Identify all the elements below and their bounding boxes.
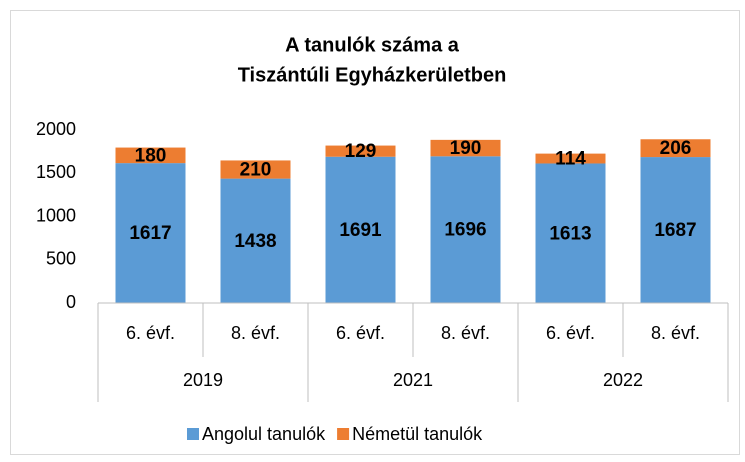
value-label: 210 [240, 160, 272, 181]
bar-segment [115, 147, 186, 164]
bar-segment [325, 145, 396, 157]
bar-segment [220, 160, 291, 179]
x-tick-label: 8. évf. [231, 323, 280, 343]
value-label: 190 [450, 138, 482, 159]
value-label: 1687 [654, 220, 696, 241]
x-tick-label: 8. évf. [651, 323, 700, 343]
group-label: 2022 [603, 370, 643, 390]
y-tick-label: 1000 [36, 205, 76, 225]
legend-swatch [337, 428, 350, 440]
legend-label: Németül tanulók [352, 424, 483, 444]
bar-segment [220, 178, 291, 303]
value-label: 180 [135, 145, 167, 166]
value-label: 1691 [339, 220, 382, 241]
legend-label: Angolul tanulók [202, 424, 326, 444]
value-label: 1438 [234, 231, 276, 252]
bar-segment [640, 139, 711, 158]
bar-segment [115, 163, 186, 303]
y-tick-label: 1500 [36, 162, 76, 182]
bar-segment [430, 139, 501, 157]
bar-segment [430, 156, 501, 303]
legend-swatch [187, 428, 199, 440]
x-tick-label: 6. évf. [126, 323, 175, 343]
value-label: 114 [555, 149, 586, 170]
bar-segment [535, 163, 606, 303]
value-label: 1617 [129, 223, 171, 244]
value-label: 1696 [444, 220, 486, 241]
x-tick-label: 6. évf. [336, 323, 385, 343]
bar-segment [640, 157, 711, 303]
value-label: 129 [345, 141, 377, 162]
x-tick-label: 6. évf. [546, 323, 595, 343]
x-tick-label: 8. évf. [441, 323, 490, 343]
bar-segment [535, 153, 606, 164]
value-label: 206 [660, 138, 692, 159]
y-tick-label: 0 [66, 292, 76, 312]
group-label: 2019 [183, 370, 223, 390]
group-label: 2021 [393, 370, 433, 390]
value-label: 1613 [549, 223, 591, 244]
chart-title: Tiszántúli Egyházkerületben [238, 64, 507, 86]
chart-title: A tanulók száma a [285, 34, 460, 56]
y-tick-label: 2000 [36, 119, 76, 139]
bar-segment [325, 156, 396, 303]
y-tick-label: 500 [46, 249, 76, 269]
